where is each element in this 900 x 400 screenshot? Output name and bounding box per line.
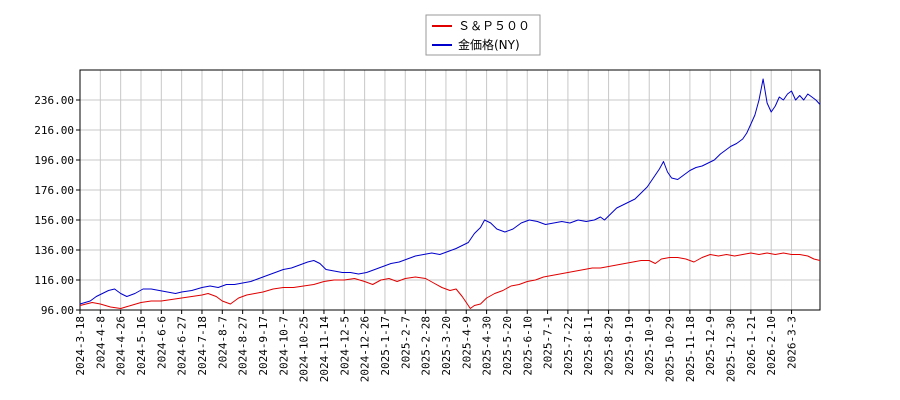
x-tick-label: 2026-3-3: [786, 316, 799, 369]
x-tick-label: 2025-3-20: [440, 316, 453, 376]
series-line-gold: [79, 78, 821, 305]
x-tick-label: 2024-8-27: [237, 316, 250, 376]
legend-label-sp500: Ｓ＆Ｐ５００: [458, 19, 530, 33]
x-tick-label: 2024-3-18: [74, 316, 87, 376]
y-axis: 96.00 116.00 136.00 156.00 176.00 196.00 216.0…: [34, 94, 80, 317]
x-tick-label: 2024-10-7: [277, 316, 290, 376]
x-tick-label: 2025-5-20: [501, 316, 514, 376]
x-tick-label: 2025-12-9: [704, 316, 717, 376]
x-tick-label: 2024-4-26: [115, 316, 128, 376]
x-tick-label: 2025-7-1: [542, 316, 555, 369]
x-tick-label: 2024-10-25: [298, 316, 311, 382]
x-tick-label: 2026-2-10: [765, 316, 778, 376]
x-tick-label: 2024-9-17: [257, 316, 270, 376]
x-tick-label: 2025-1-17: [379, 316, 392, 376]
x-tick-label: 2024-12-26: [359, 316, 372, 382]
x-tick-label: 2024-6-6: [155, 316, 168, 369]
y-tick-label: 216.00: [34, 124, 74, 137]
x-tick-label: 2025-10-29: [664, 316, 677, 382]
legend: Ｓ＆Ｐ５００ 金価格(NY): [425, 14, 541, 56]
legend-label-gold: 金価格(NY): [458, 37, 520, 52]
x-tick-label: 2024-6-27: [176, 316, 189, 376]
y-tick-label: 176.00: [34, 184, 74, 197]
x-tick-label: 2025-6-10: [521, 316, 534, 376]
x-tick-label: 2025-9-19: [623, 316, 636, 376]
x-tick-label: 2025-11-18: [684, 316, 697, 382]
y-tick-label: 156.00: [34, 214, 74, 227]
x-tick-label: 2024-11-14: [318, 316, 331, 383]
legend-box: [425, 14, 541, 56]
series-layer: [79, 78, 821, 309]
x-tick-label: 2024-8-7: [216, 316, 229, 369]
x-tick-label: 2024-7-18: [196, 316, 209, 376]
x-tick-label: 2025-10-9: [643, 316, 656, 376]
x-tick-label: 2025-8-11: [582, 316, 595, 376]
x-tick-label: 2024-5-16: [135, 316, 148, 376]
x-tick-label: 2024-4-8: [94, 316, 107, 369]
y-tick-label: 236.00: [34, 94, 74, 107]
x-tick-label: 2025-4-30: [481, 316, 494, 376]
x-tick-label: 2026-1-21: [745, 316, 758, 376]
x-axis: 2024-3-18 2024-4-8 2024-4-26 2024-5-16 2024-…: [74, 310, 799, 382]
y-tick-label: 96.00: [41, 304, 74, 317]
x-tick-label: 2025-8-29: [603, 316, 616, 376]
y-tick-label: 116.00: [34, 274, 74, 287]
grid-lines: [79, 70, 820, 311]
x-tick-label: 2025-12-30: [725, 316, 738, 382]
x-tick-label: 2025-7-22: [562, 316, 575, 376]
x-tick-label: 2025-4-9: [460, 316, 473, 369]
x-tick-label: 2025-2-7: [399, 316, 412, 369]
x-tick-label: 2024-12-5: [338, 316, 351, 376]
x-tick-label: 2025-2-28: [420, 316, 433, 376]
series-line-sp500: [79, 252, 821, 309]
y-tick-label: 136.00: [34, 244, 74, 257]
y-tick-label: 196.00: [34, 154, 74, 167]
